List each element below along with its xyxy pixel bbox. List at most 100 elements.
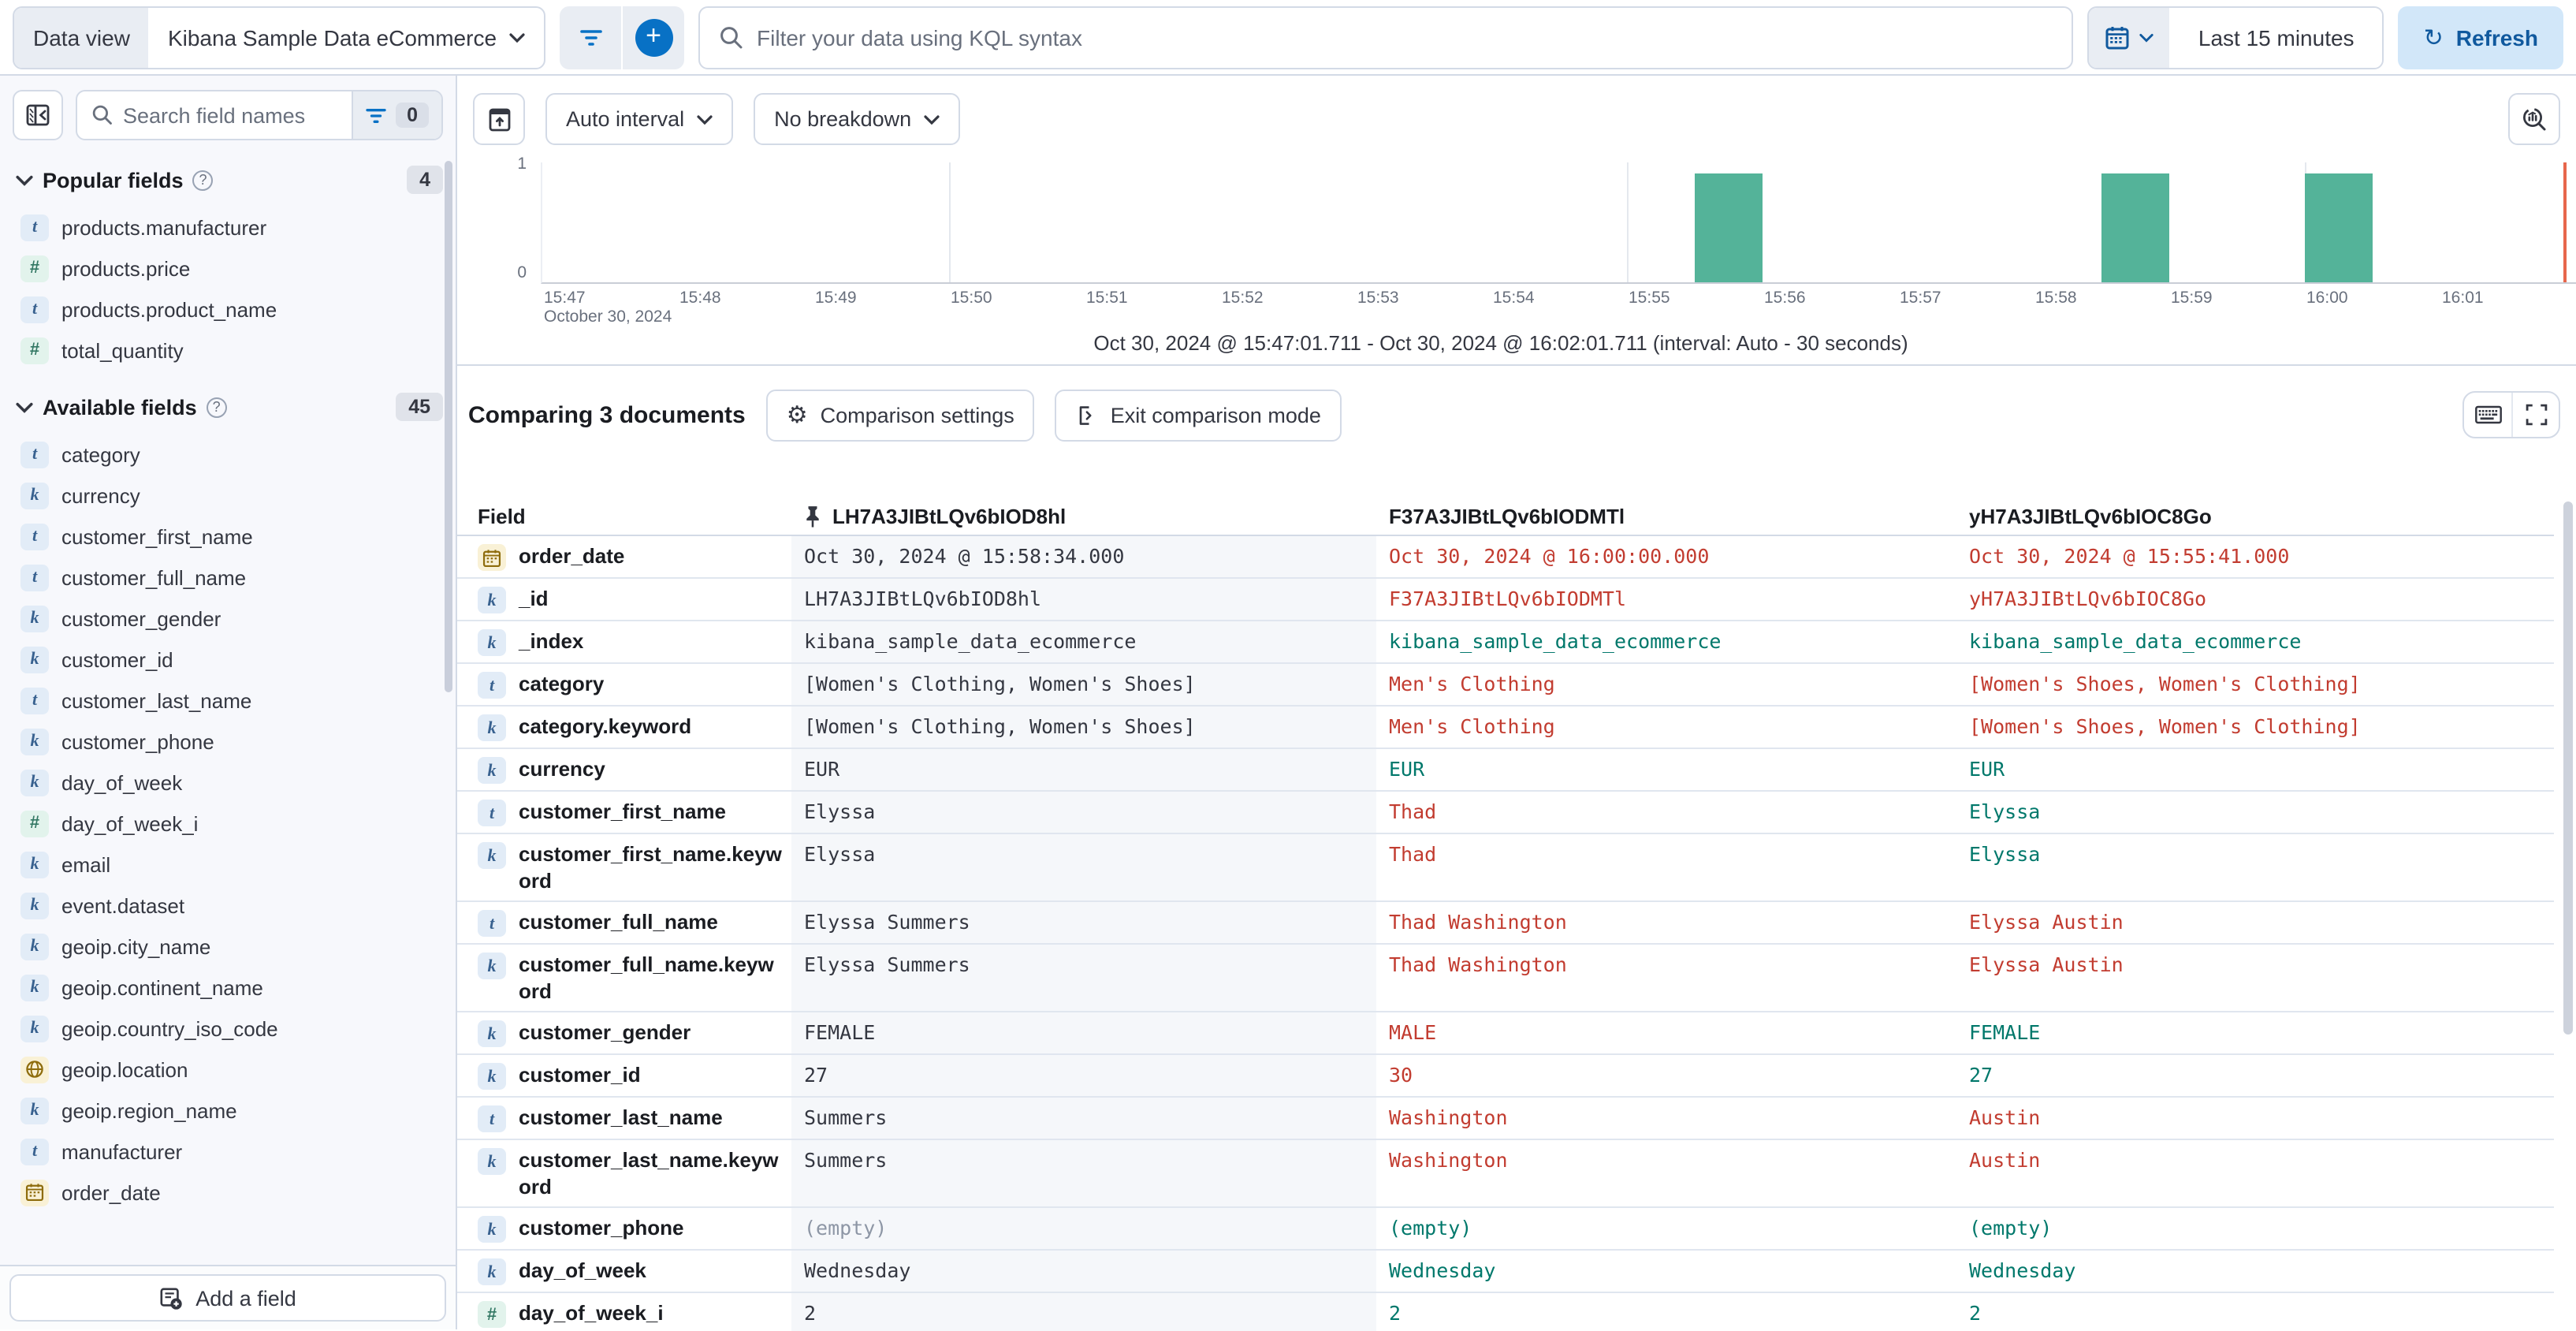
text-field-icon: t [478, 672, 506, 699]
search-icon [719, 24, 744, 50]
keyword-field-icon: k [478, 1216, 506, 1243]
auto-interval-dropdown[interactable]: Auto interval [545, 93, 734, 145]
value-cell-doc2: Thad [1389, 842, 1437, 866]
value-cell-doc2: Men's Clothing [1389, 672, 1555, 695]
time-range-value[interactable]: Last 15 minutes [2169, 7, 2383, 67]
keyword-field-icon: k [20, 769, 49, 796]
table-row-customer_full_name.keyword: k customer_full_name.keyword Elyssa Summer… [457, 945, 2554, 1012]
field-item-geoip.location[interactable]: geoip.location [0, 1049, 456, 1090]
kql-search-bar[interactable]: Filter your data using KQL syntax [698, 6, 2074, 69]
doc-header[interactable]: F37A3JIBtLQv6bIODMTl [1389, 504, 1625, 528]
filter-icon [366, 106, 386, 124]
field-cell: k customer_full_name.keyword [457, 945, 791, 1011]
doc-header[interactable]: yH7A3JIBtLQv6bIOC8Go [1969, 504, 2212, 528]
keyword-field-icon: k [20, 974, 49, 1001]
value-cell-doc3: EUR [1969, 757, 2005, 781]
field-name: customer_first_name.keyword [519, 842, 782, 893]
field-item-day_of_week_i[interactable]: # day_of_week_i [0, 803, 456, 844]
field-item-products.price[interactable]: # products.price [0, 248, 456, 289]
sidebar-scrollbar[interactable] [445, 161, 452, 692]
field-item-order_date[interactable]: order_date [0, 1172, 456, 1213]
field-item-customer_gender[interactable]: k customer_gender [0, 598, 456, 639]
keyboard-shortcuts-button[interactable] [2464, 393, 2511, 437]
field-item-customer_last_name[interactable]: t customer_last_name [0, 680, 456, 721]
keyword-field-icon: k [478, 953, 506, 979]
field-item-customer_first_name[interactable]: t customer_first_name [0, 516, 456, 557]
number-field-icon: # [20, 255, 49, 281]
value-cell-doc2: kibana_sample_data_ecommerce [1389, 629, 1722, 653]
field-item-customer_phone[interactable]: k customer_phone [0, 721, 456, 762]
data-view-value[interactable]: Kibana Sample Data eCommerce [149, 7, 544, 67]
field-item-label: category [61, 442, 140, 466]
value-cell-doc2: Thad Washington [1389, 910, 1567, 934]
histogram-bar-15:55:30[interactable] [1695, 173, 1763, 282]
value-cell-doc2: Thad [1389, 800, 1437, 823]
filter-menu-button[interactable] [560, 6, 621, 69]
table-row-customer_phone: k customer_phone (empty) (empty) (empty) [457, 1208, 2554, 1251]
field-item-email[interactable]: k email [0, 844, 456, 885]
y-axis-tick-0: 0 [517, 263, 527, 282]
fullscreen-button[interactable] [2511, 393, 2559, 437]
field-search[interactable]: Search field names 0 [76, 90, 443, 140]
table-scrollbar[interactable] [2563, 501, 2573, 1035]
field-item-customer_full_name[interactable]: t customer_full_name [0, 557, 456, 598]
comparison-settings-button[interactable]: ⚙ Comparison settings [765, 389, 1035, 441]
value-cell-doc3: Elyssa [1969, 800, 2041, 823]
histogram-bar-15:58:30[interactable] [2101, 173, 2169, 282]
field-name: customer_first_name [519, 800, 726, 823]
value-cell-doc3: Austin [1969, 1105, 2041, 1129]
collapse-sidebar-button[interactable] [13, 90, 63, 140]
field-filter-button[interactable]: 0 [352, 91, 441, 139]
field-item-manufacturer[interactable]: t manufacturer [0, 1131, 456, 1172]
field-item-currency[interactable]: k currency [0, 475, 456, 516]
grid-display-controls [2462, 391, 2560, 438]
table-row-order_date: order_date Oct 30, 2024 @ 15:58:34.000 Oct… [457, 536, 2554, 579]
histogram-bar-16:00:00[interactable] [2305, 173, 2373, 282]
histogram-plot[interactable] [541, 162, 2576, 284]
divider [457, 364, 2576, 366]
field-item-category[interactable]: t category [0, 434, 456, 475]
gear-icon: ⚙ [786, 401, 808, 429]
x-axis-tick: 15:48 [679, 289, 721, 308]
field-item-event.dataset[interactable]: k event.dataset [0, 885, 456, 926]
value-cell-base: 27 [791, 1055, 1376, 1096]
field-cell: k customer_first_name.keyword [457, 834, 791, 900]
date-quick-menu-button[interactable] [2089, 7, 2170, 67]
pinned-doc-header[interactable]: LH7A3JIBtLQv6bIOD8hl [791, 497, 1376, 535]
field-cell: t category [457, 664, 791, 705]
refresh-button[interactable]: ↻ Refresh [2398, 6, 2563, 69]
value-cell-doc2: EUR [1389, 757, 1425, 781]
table-row-_id: k _id LH7A3JIBtLQv6bIOD8hl F37A3JIBtLQv6bIO… [457, 579, 2554, 621]
x-axis-tick: 15:52 [1222, 289, 1264, 308]
field-item-geoip.country_iso_code[interactable]: k geoip.country_iso_code [0, 1008, 456, 1049]
data-view-picker[interactable]: Data view Kibana Sample Data eCommerce [13, 6, 546, 69]
add-field-button[interactable]: Add a field [9, 1274, 446, 1322]
x-axis-tick: 15:50 [951, 289, 992, 308]
field-item-customer_id[interactable]: k customer_id [0, 639, 456, 680]
available-fields-header[interactable]: Available fields ? 45 [0, 374, 456, 431]
x-axis-tick: 15:51 [1086, 289, 1128, 308]
keyword-field-icon: k [20, 1097, 49, 1124]
content-area: Search field names 0 Popular fields ? 4 … [0, 76, 2576, 1331]
popular-fields-header[interactable]: Popular fields ? 4 [0, 147, 456, 203]
toggle-chart-button[interactable] [473, 93, 525, 145]
exit-comparison-button[interactable]: Exit comparison mode [1055, 389, 1342, 441]
popular-fields-title: Popular fields [43, 168, 184, 192]
add-filter-button[interactable]: + [623, 6, 684, 69]
field-item-products.product_name[interactable]: t products.product_name [0, 289, 456, 330]
chevron-down-icon [924, 114, 940, 124]
add-field-icon [159, 1286, 183, 1310]
explore-in-lens-button[interactable] [2508, 93, 2560, 145]
x-axis-tick: 15:53 [1357, 289, 1399, 308]
x-axis-tick: 15:47 [544, 289, 586, 308]
field-item-geoip.region_name[interactable]: k geoip.region_name [0, 1090, 456, 1131]
field-item-products.manufacturer[interactable]: t products.manufacturer [0, 207, 456, 248]
field-item-day_of_week[interactable]: k day_of_week [0, 762, 456, 803]
field-item-total_quantity[interactable]: # total_quantity [0, 330, 456, 371]
value-cell-doc3: Elyssa Austin [1969, 910, 2124, 934]
x-axis-ticks: 15:47 15:48 15:49 15:50 15:51 15:52 15:53 15:54… [541, 289, 2576, 311]
field-item-geoip.city_name[interactable]: k geoip.city_name [0, 926, 456, 967]
breakdown-dropdown[interactable]: No breakdown [754, 93, 961, 145]
comparison-toolbar: Comparing 3 documents ⚙ Comparison setti… [468, 382, 2560, 448]
field-item-geoip.continent_name[interactable]: k geoip.continent_name [0, 967, 456, 1008]
